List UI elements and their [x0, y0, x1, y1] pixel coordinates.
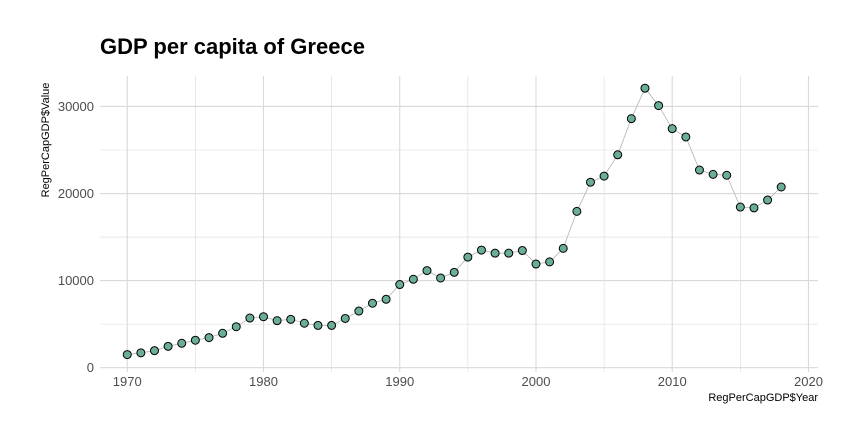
- data-point: [163, 341, 173, 351]
- data-point: [490, 248, 500, 258]
- data-point: [449, 267, 459, 277]
- y-tick-label: 20000: [58, 186, 94, 201]
- data-point: [149, 346, 159, 356]
- data-point: [395, 280, 405, 290]
- data-point: [122, 350, 132, 360]
- data-point: [558, 243, 568, 253]
- x-tick-label: 2000: [522, 374, 551, 389]
- data-point: [504, 248, 514, 258]
- data-point: [708, 169, 718, 179]
- data-point: [408, 274, 418, 284]
- data-point: [640, 83, 650, 93]
- data-point: [218, 328, 228, 338]
- data-point: [517, 246, 527, 256]
- data-point: [545, 257, 555, 267]
- grid-layer: [100, 76, 818, 372]
- x-tick-label: 2020: [794, 374, 823, 389]
- data-point: [626, 114, 636, 124]
- data-point: [354, 306, 364, 316]
- data-point: [190, 335, 200, 345]
- data-point: [381, 294, 391, 304]
- data-point: [572, 206, 582, 216]
- y-tick-label: 30000: [58, 99, 94, 114]
- data-point: [313, 320, 323, 330]
- x-tick-label: 1970: [113, 374, 142, 389]
- x-tick-label: 1990: [385, 374, 414, 389]
- data-point: [531, 259, 541, 269]
- data-point: [436, 273, 446, 283]
- data-point: [272, 316, 282, 326]
- data-point: [667, 124, 677, 134]
- x-tick-label: 1980: [249, 374, 278, 389]
- data-point: [286, 314, 296, 324]
- data-point: [245, 313, 255, 323]
- data-point: [585, 177, 595, 187]
- data-point: [722, 170, 732, 180]
- data-point: [231, 322, 241, 332]
- data-point: [763, 195, 773, 205]
- x-tick-labels: 1970 1980 1990 2000 2010 2020: [113, 374, 823, 389]
- data-point: [327, 320, 337, 330]
- data-point: [367, 298, 377, 308]
- series-line: [127, 87, 782, 355]
- x-axis-title: RegPerCapGDP$Year: [708, 392, 818, 404]
- data-point: [476, 245, 486, 255]
- data-point: [681, 132, 691, 142]
- data-point: [463, 252, 473, 262]
- y-tick-label: 0: [87, 360, 94, 375]
- data-point: [422, 266, 432, 276]
- points-layer: [122, 83, 786, 360]
- x-tick-label: 2010: [658, 374, 687, 389]
- chart-title: GDP per capita of Greece: [100, 34, 365, 59]
- data-point: [136, 348, 146, 358]
- data-point: [735, 202, 745, 212]
- data-point: [204, 333, 214, 343]
- y-tick-labels: 0 10000 20000 30000: [58, 99, 94, 375]
- data-point: [776, 182, 786, 192]
- data-point: [654, 101, 664, 111]
- data-point: [613, 150, 623, 160]
- connecting-line-layer: [127, 87, 782, 355]
- y-axis-title: RegPerCapGDP$Value: [40, 83, 52, 198]
- y-tick-label: 10000: [58, 273, 94, 288]
- data-point: [258, 312, 268, 322]
- data-point: [749, 203, 759, 213]
- data-point: [177, 338, 187, 348]
- data-point: [340, 313, 350, 323]
- data-point: [694, 165, 704, 175]
- data-point: [299, 318, 309, 328]
- data-point: [599, 171, 609, 181]
